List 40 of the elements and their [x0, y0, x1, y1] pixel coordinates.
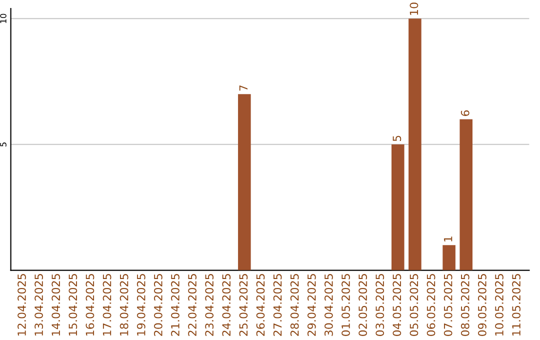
- x-tick-label: 17.04.2025: [102, 274, 112, 336]
- data-label: 6: [460, 110, 470, 116]
- x-tick-label: 03.05.2025: [376, 274, 384, 336]
- x-tick-label: 29.04.2025: [307, 274, 316, 336]
- x-tick-label: 14.04.2025: [52, 274, 60, 336]
- bar: [442, 245, 456, 270]
- x-tick-label: 20.04.2025: [154, 274, 162, 336]
- x-tick-label: 21.04.2025: [171, 274, 180, 336]
- x-tick-label: 30.04.2025: [324, 274, 333, 336]
- x-tick-label: 06.05.2025: [426, 274, 436, 336]
- x-tick-label: 12.04.2025: [18, 274, 26, 336]
- x-tick-label: 09.05.2025: [478, 274, 486, 336]
- x-tick-label: 25.04.2025: [239, 274, 248, 336]
- x-tick-label: 15.04.2025: [68, 274, 78, 336]
- x-tick-label: 27.04.2025: [273, 274, 282, 336]
- bar: [392, 144, 404, 270]
- x-tick-label: 28.04.2025: [290, 274, 299, 336]
- x-tick-label: 10.05.2025: [495, 274, 504, 336]
- x-tick-label: 26.04.2025: [256, 274, 265, 336]
- x-tick-label: 04.05.2025: [392, 274, 402, 336]
- data-label: 7: [239, 85, 248, 91]
- x-tick-label: 22.04.2025: [188, 274, 196, 336]
- data-label: 5: [392, 136, 402, 142]
- x-tick-label: 05.05.2025: [410, 274, 418, 336]
- bar: [460, 119, 472, 270]
- data-label: 10: [410, 2, 418, 15]
- x-tick-label: 11.05.2025: [512, 274, 520, 336]
- x-tick-label: 16.04.2025: [86, 274, 94, 336]
- x-tick-label: 23.04.2025: [205, 274, 214, 336]
- x-tick-label: 13.04.2025: [34, 274, 44, 336]
- x-tick-label: 19.04.2025: [136, 274, 146, 336]
- x-tick-label: 02.05.2025: [358, 274, 368, 336]
- bar: [408, 18, 422, 270]
- data-label: 1: [444, 236, 452, 242]
- x-tick-label: 24.04.2025: [222, 274, 231, 336]
- x-tick-label: 01.05.2025: [342, 274, 350, 336]
- x-tick-label: 07.05.2025: [444, 274, 452, 336]
- x-tick-label: 08.05.2025: [460, 274, 470, 336]
- x-tick-label: 18.04.2025: [120, 274, 128, 336]
- bar: [238, 94, 251, 270]
